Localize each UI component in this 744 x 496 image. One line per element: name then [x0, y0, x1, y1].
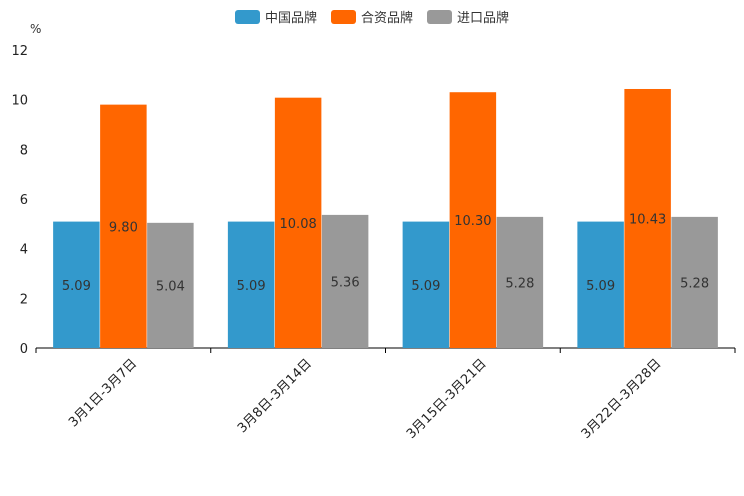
legend: 中国品牌 合资品牌 进口品牌	[0, 7, 744, 26]
data-label: 9.80	[109, 220, 138, 235]
y-tick-label: 6	[20, 193, 28, 208]
data-label: 10.08	[280, 217, 317, 232]
data-label: 5.36	[331, 275, 360, 290]
bar	[496, 216, 544, 348]
bar	[671, 216, 718, 348]
y-tick-label: 12	[11, 44, 28, 59]
bar	[274, 97, 322, 349]
legend-label-jv: 合资品牌	[360, 11, 413, 26]
legend-swatch-jv	[330, 9, 356, 24]
bar	[577, 221, 624, 348]
data-label: 5.09	[586, 279, 615, 294]
legend-swatch-import	[427, 9, 452, 24]
y-tick-label: 0	[20, 342, 28, 357]
bar	[402, 221, 450, 348]
bar	[321, 214, 369, 348]
legend-item-china[interactable]: 中国品牌	[234, 7, 317, 26]
bar	[53, 221, 100, 348]
legend-swatch-china	[234, 9, 260, 24]
data-label: 5.28	[505, 276, 534, 291]
y-tick-label: 2	[20, 292, 28, 307]
bar	[147, 222, 194, 348]
legend-item-import[interactable]: 进口品牌	[427, 7, 509, 26]
x-tick-label: 3月1日-3月7日	[66, 356, 140, 430]
x-tick-label: 3月8日-3月14日	[235, 356, 315, 436]
bar	[100, 104, 147, 348]
bar	[449, 92, 497, 348]
data-label: 5.09	[62, 279, 91, 294]
x-tick-label: 3月15日-3月21日	[404, 356, 490, 442]
x-tick-label: 3月22日-3月28日	[579, 356, 665, 442]
legend-label-import: 进口品牌	[457, 11, 510, 26]
legend-item-jv[interactable]: 合资品牌	[330, 7, 413, 26]
data-label: 5.04	[156, 279, 185, 294]
data-label: 5.28	[680, 276, 709, 291]
y-tick-label: 8	[20, 143, 28, 158]
bar	[624, 88, 671, 348]
bar	[227, 221, 275, 348]
data-label: 5.09	[237, 279, 266, 294]
y-axis-unit: %	[30, 22, 42, 36]
data-label: 10.43	[629, 212, 666, 227]
legend-label-china: 中国品牌	[264, 11, 317, 26]
data-label: 10.30	[454, 214, 491, 229]
y-tick-label: 4	[20, 243, 28, 258]
y-tick-label: 10	[11, 94, 28, 109]
data-label: 5.09	[411, 279, 440, 294]
